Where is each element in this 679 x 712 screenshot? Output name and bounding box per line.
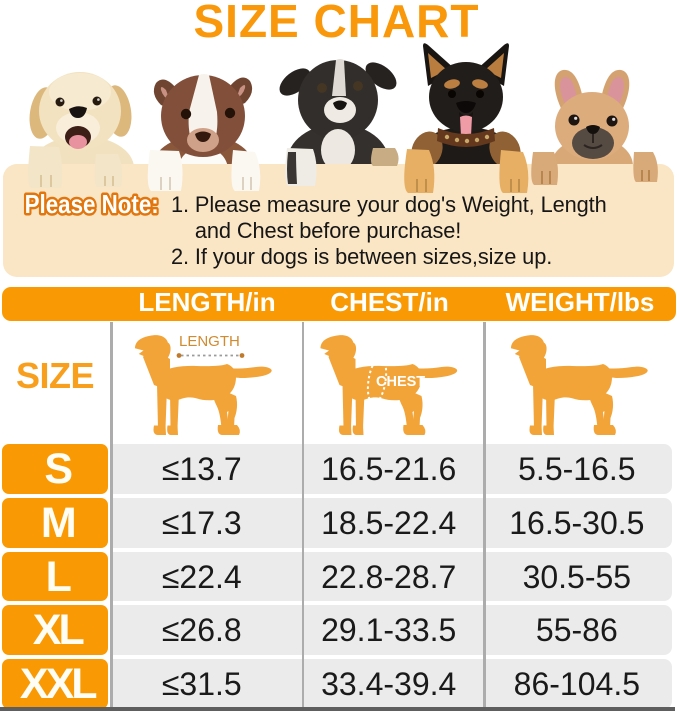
svg-text:LENGTH: LENGTH: [179, 333, 240, 350]
svg-text:CHEST: CHEST: [376, 374, 425, 390]
svg-text:Please Note:: Please Note:: [25, 190, 159, 219]
